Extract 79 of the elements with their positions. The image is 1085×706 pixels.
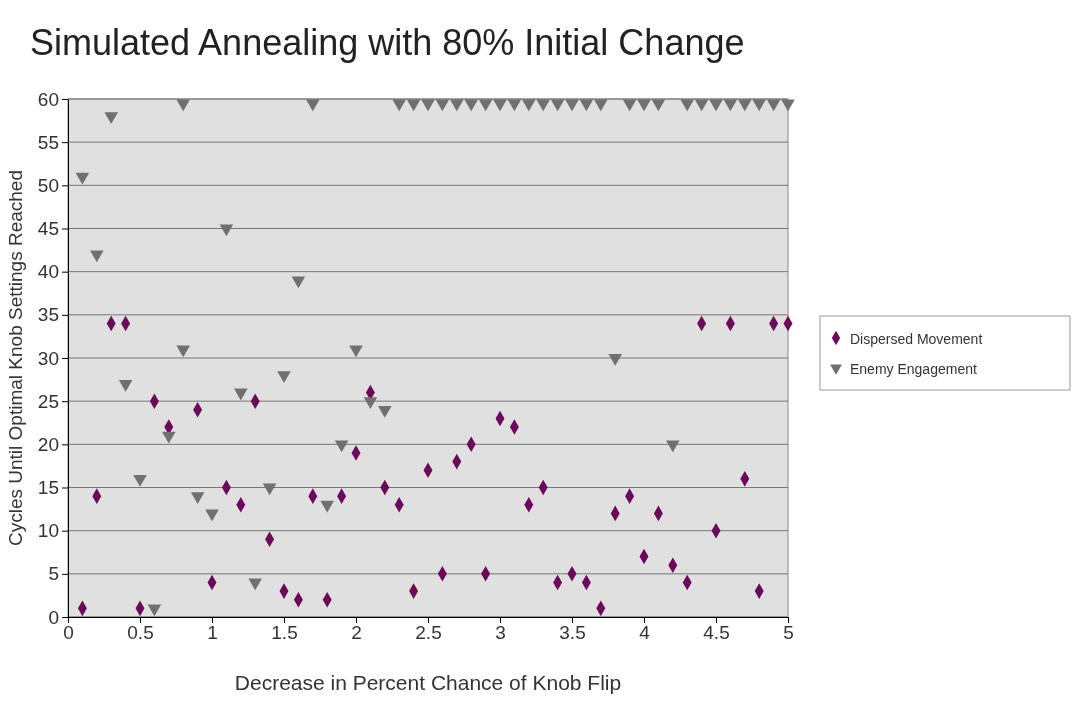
point	[406, 99, 421, 112]
point	[622, 99, 637, 112]
point	[781, 99, 795, 112]
y-tick-label: 30	[37, 347, 59, 369]
y-tick-label: 15	[37, 477, 59, 499]
x-tick-label: 3	[495, 622, 506, 644]
point	[507, 99, 522, 112]
point	[234, 388, 248, 401]
point	[435, 99, 450, 112]
point	[176, 99, 190, 112]
legend-label: Enemy Engagement	[850, 361, 977, 377]
point	[478, 99, 493, 112]
x-tick-label: 2	[351, 622, 362, 644]
point	[118, 379, 133, 392]
x-tick-label: 0.5	[127, 622, 154, 644]
point	[248, 578, 262, 591]
point	[723, 99, 738, 112]
y-axis-title: Cycles Until Optimal Knob Settings Reached	[5, 170, 26, 546]
point	[162, 431, 176, 444]
point	[493, 99, 507, 112]
y-tick-label: 45	[37, 218, 59, 240]
legend-label: Dispersed Movement	[850, 331, 983, 347]
point	[378, 405, 392, 418]
point	[75, 172, 90, 185]
point	[90, 250, 104, 263]
point	[565, 99, 579, 112]
x-tick-label: 1	[207, 622, 218, 644]
x-tick-label: 1.5	[271, 622, 298, 644]
x-tick-label: 0	[63, 622, 74, 644]
point	[190, 492, 205, 504]
point	[579, 99, 594, 112]
point	[104, 112, 118, 125]
point	[666, 440, 680, 453]
point	[766, 99, 781, 112]
point	[752, 99, 766, 112]
point	[738, 99, 752, 112]
x-tick-label: 5	[783, 622, 794, 644]
y-tick-label: 5	[48, 563, 59, 585]
point	[277, 371, 291, 384]
y-tick-label: 20	[37, 433, 59, 455]
y-tick-label: 25	[37, 390, 59, 412]
point	[536, 99, 550, 112]
point	[594, 99, 608, 112]
x-tick-label: 4	[639, 622, 651, 644]
point	[464, 99, 478, 112]
point	[450, 99, 464, 112]
y-tick-label: 60	[37, 88, 59, 110]
x-tick-label: 4.5	[703, 622, 730, 644]
x-tick-label: 3.5	[559, 622, 586, 644]
chart-title: Simulated Annealing with 80% Initial Change	[30, 22, 745, 63]
x-tick-label: 2.5	[415, 622, 442, 644]
point	[291, 276, 306, 289]
point	[550, 99, 565, 112]
point	[176, 345, 190, 358]
point	[694, 99, 709, 112]
y-tick-label: 10	[37, 520, 59, 542]
y-tick-label: 40	[37, 261, 59, 283]
point	[709, 99, 723, 112]
point	[608, 354, 622, 366]
point	[262, 483, 277, 496]
y-tick-label: 50	[37, 174, 59, 196]
x-axis-title: Decrease in Percent Chance of Knob Flip	[234, 671, 622, 694]
point	[680, 99, 694, 112]
point	[306, 99, 320, 112]
point	[637, 99, 651, 112]
y-tick-label: 35	[37, 304, 59, 326]
y-tick-label: 0	[48, 606, 59, 628]
point	[421, 99, 435, 112]
point	[349, 345, 363, 358]
point	[320, 500, 334, 513]
point	[205, 509, 219, 522]
point	[334, 440, 349, 453]
point	[392, 99, 406, 112]
point	[133, 474, 147, 487]
point	[522, 99, 536, 112]
y-tick-label: 55	[37, 131, 59, 153]
point	[651, 99, 666, 112]
point	[219, 224, 234, 237]
point	[363, 397, 378, 410]
